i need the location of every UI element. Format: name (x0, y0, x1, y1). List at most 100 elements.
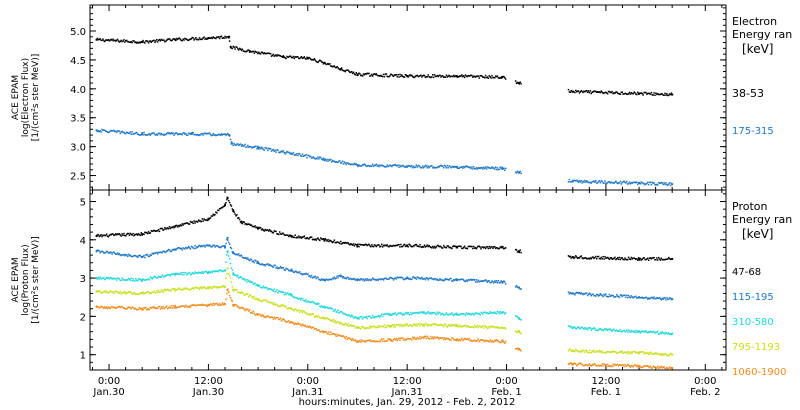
data-point (206, 287, 208, 290)
data-point (140, 133, 143, 136)
data-point (128, 132, 131, 135)
data-point (179, 306, 182, 308)
data-point (351, 72, 354, 75)
data-point (111, 291, 113, 293)
data-point (575, 91, 578, 93)
data-point (441, 75, 443, 77)
data-point (658, 333, 661, 335)
data-point (594, 327, 596, 330)
data-point (299, 311, 301, 314)
data-point (366, 317, 368, 320)
data-point (365, 243, 368, 246)
data-point (514, 286, 517, 288)
data-point (160, 306, 163, 308)
data-point (221, 285, 224, 288)
data-point (233, 211, 235, 213)
data-point (336, 311, 338, 313)
data-point (582, 293, 584, 296)
data-point (585, 89, 588, 92)
data-point (189, 289, 192, 291)
data-point (351, 315, 354, 317)
series-1060-1900 (95, 288, 674, 370)
data-point (590, 92, 593, 95)
x-tick-date-label: Jan.30 (192, 387, 224, 398)
data-point (426, 312, 429, 314)
data-point (394, 325, 397, 328)
data-point (280, 267, 283, 269)
data-point (264, 287, 266, 289)
data-point (452, 278, 455, 281)
data-point (107, 277, 110, 279)
data-point (172, 273, 174, 275)
data-point (131, 293, 133, 296)
data-point (429, 76, 431, 78)
data-point (353, 73, 356, 75)
data-point (117, 253, 120, 256)
data-point (519, 332, 521, 334)
data-point (252, 146, 255, 148)
data-point (583, 90, 585, 92)
data-point (463, 166, 466, 169)
data-point (280, 304, 283, 306)
data-point (145, 309, 148, 311)
data-point (294, 153, 296, 156)
data-point (232, 144, 235, 147)
data-point (226, 254, 228, 256)
data-point (212, 36, 214, 38)
data-point (276, 149, 278, 151)
data-point (315, 239, 317, 241)
data-point (362, 244, 365, 246)
data-point (277, 292, 279, 294)
data-point (343, 161, 346, 163)
data-point (173, 307, 175, 309)
data-point (179, 133, 182, 135)
data-point (253, 312, 255, 315)
data-point (95, 305, 98, 308)
data-point (430, 335, 432, 338)
data-point (210, 215, 213, 217)
data-point (205, 287, 207, 290)
data-point (487, 167, 490, 169)
data-point (282, 304, 285, 307)
data-point (584, 351, 586, 354)
data-point (335, 66, 337, 69)
data-point (262, 264, 265, 266)
data-point (135, 279, 138, 282)
data-point (134, 132, 136, 135)
data-point (487, 280, 490, 282)
data-point (293, 154, 296, 156)
data-point (423, 166, 426, 168)
data-point (223, 205, 225, 208)
data-point (250, 281, 253, 284)
data-point (226, 288, 229, 291)
data-point (585, 328, 587, 330)
data-point (569, 181, 572, 183)
data-point (198, 37, 201, 39)
data-point (158, 132, 161, 135)
data-point (278, 267, 281, 269)
data-point (218, 207, 221, 210)
data-point (205, 37, 207, 40)
data-point (445, 167, 448, 169)
data-point (120, 131, 122, 133)
data-point (272, 266, 275, 269)
data-point (172, 132, 174, 134)
data-point (219, 304, 222, 307)
data-point (284, 292, 286, 294)
data-point (612, 294, 614, 297)
legend-unit: [keV] (742, 227, 773, 241)
data-point (173, 249, 175, 251)
data-point (288, 56, 290, 58)
data-point (349, 243, 351, 246)
data-point (284, 320, 286, 322)
y-axis-label-line: log(Electron Flux) (21, 58, 31, 137)
data-point (614, 181, 616, 183)
data-point (429, 245, 431, 248)
data-point (501, 339, 503, 341)
data-point (227, 199, 230, 202)
data-point (218, 269, 221, 271)
data-point (501, 166, 503, 169)
data-point (273, 264, 276, 267)
data-point (174, 225, 176, 228)
data-point (199, 220, 202, 222)
